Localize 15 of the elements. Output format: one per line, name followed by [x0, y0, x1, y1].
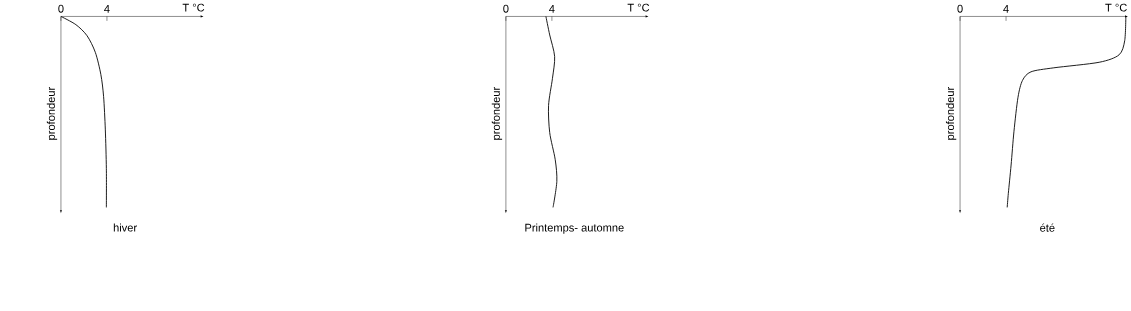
- y-axis-title: profondeur: [46, 87, 58, 140]
- x-tick-label: 4: [1003, 5, 1009, 13]
- text: hiver: [113, 223, 137, 232]
- x-axis-title: T °C: [182, 3, 205, 12]
- x-axis-title: T °C: [627, 3, 650, 12]
- text: Printemps- automne: [525, 223, 624, 235]
- x-axis-title: T °C: [1105, 3, 1127, 12]
- x-tick-label: 0: [503, 5, 509, 13]
- x-tick-label: 4: [104, 5, 110, 13]
- x-tick-label: 0: [957, 5, 963, 13]
- text: été: [1040, 223, 1055, 232]
- y-axis-title: profondeur: [491, 87, 503, 140]
- x-tick-label: 4: [549, 5, 555, 13]
- y-axis-title: profondeur: [945, 87, 957, 140]
- x-tick-label: 0: [58, 5, 64, 13]
